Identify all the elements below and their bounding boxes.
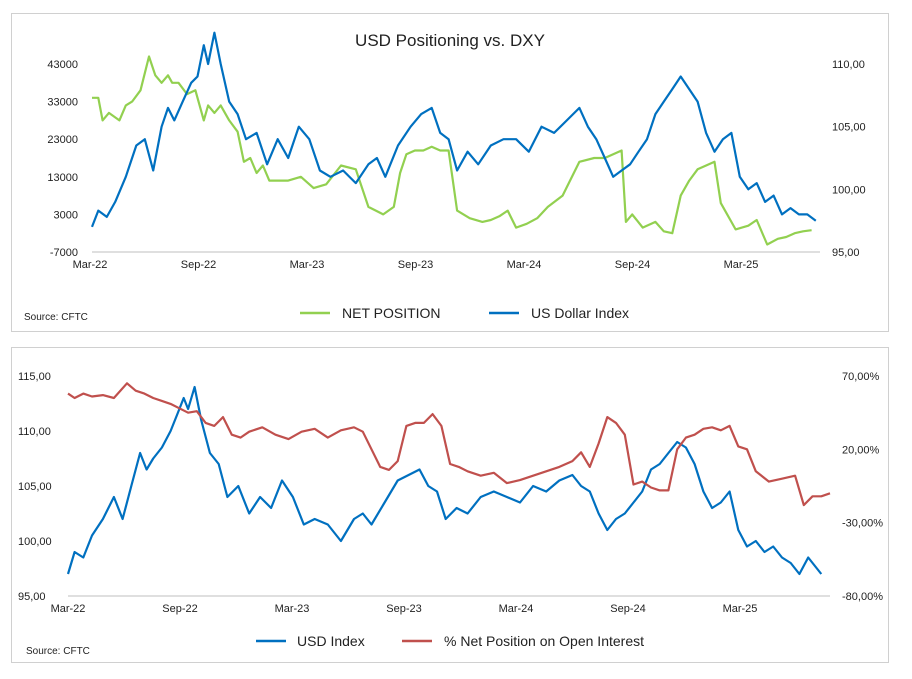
chart-panel-usd-index-vs-net-position: Source: CFTC USD Index % Net Position on… — [11, 347, 889, 663]
series-line-net-position-on-open-interest — [67, 382, 831, 507]
y-left-tick-label: 33000 — [47, 97, 78, 109]
y-right-tick-label: 70,00% — [842, 371, 880, 383]
x-tick-label: Sep-24 — [615, 259, 650, 271]
y-left-tick-label: 115,00 — [18, 371, 51, 383]
x-tick-label: Sep-22 — [162, 603, 197, 615]
y-right-tick-label: 100,00 — [832, 184, 866, 196]
chart-panel-usd-positioning: USD Positioning vs. DXY Source: CFTC NET… — [11, 13, 889, 332]
y-left-tick-label: 3000 — [54, 209, 78, 221]
y-left-tick-label: 43000 — [47, 59, 78, 71]
x-tick-label: Mar-24 — [507, 259, 542, 271]
y-left-tick-label: 100,00 — [18, 536, 52, 548]
source-note: Source: CFTC — [26, 646, 90, 657]
x-tick-label: Sep-23 — [386, 603, 421, 615]
y-right-tick-label: 105,00 — [832, 122, 866, 134]
x-tick-label: Mar-23 — [290, 259, 325, 271]
legend-label-usd-index: USD Index — [297, 633, 365, 649]
x-tick-label: Sep-23 — [398, 259, 433, 271]
series-line-us-dollar-index — [90, 31, 817, 228]
x-tick-label: Mar-25 — [723, 603, 758, 615]
y-left-tick-label: 110,00 — [18, 426, 51, 438]
x-tick-label: Mar-24 — [499, 603, 534, 615]
legend-label-net-position-pct: % Net Position on Open Interest — [444, 633, 644, 649]
legend: USD Index % Net Position on Open Interes… — [256, 633, 644, 649]
y-right-tick-label: 20,00% — [842, 444, 880, 456]
y-right-tick-label: -80,00% — [842, 591, 883, 603]
series-lines — [66, 382, 831, 576]
y-right-tick-label: -30,00% — [842, 518, 883, 530]
axes: Mar-22 Sep-22 Mar-23 Sep-23 Mar-24 Sep-24 Mar-… — [47, 59, 865, 271]
source-note: Source: CFTC — [24, 312, 88, 323]
axes: Mar-22 Sep-22 Mar-23 Sep-23 Mar-24 Sep-24 Mar-… — [18, 371, 883, 615]
legend: NET POSITION US Dollar Index — [300, 305, 629, 321]
x-tick-label: Mar-23 — [275, 603, 310, 615]
y-left-tick-label: 23000 — [47, 134, 78, 146]
y-left-tick-label: -7000 — [50, 247, 78, 259]
x-tick-label: Sep-24 — [610, 603, 645, 615]
chart-usd-index-svg: Source: CFTC USD Index % Net Position on… — [18, 371, 883, 657]
y-left-tick-label: 105,00 — [18, 481, 52, 493]
y-right-tick-label: 110,00 — [832, 59, 865, 71]
legend-label-net-position: NET POSITION — [342, 305, 441, 321]
series-lines — [90, 31, 817, 246]
x-tick-label: Mar-25 — [724, 259, 759, 271]
y-left-tick-label: 95,00 — [18, 591, 46, 603]
y-right-tick-label: 95,00 — [832, 247, 860, 259]
x-tick-label: Mar-22 — [51, 603, 86, 615]
series-line-net-position — [92, 55, 812, 246]
chart-title: USD Positioning vs. DXY — [355, 31, 545, 50]
legend-label-us-dollar-index: US Dollar Index — [531, 305, 629, 321]
chart-usd-positioning-svg: USD Positioning vs. DXY Source: CFTC NET… — [24, 31, 866, 323]
series-line-usd-index — [66, 385, 823, 576]
y-left-tick-label: 13000 — [47, 172, 78, 184]
x-tick-label: Sep-22 — [181, 259, 216, 271]
x-tick-label: Mar-22 — [73, 259, 108, 271]
